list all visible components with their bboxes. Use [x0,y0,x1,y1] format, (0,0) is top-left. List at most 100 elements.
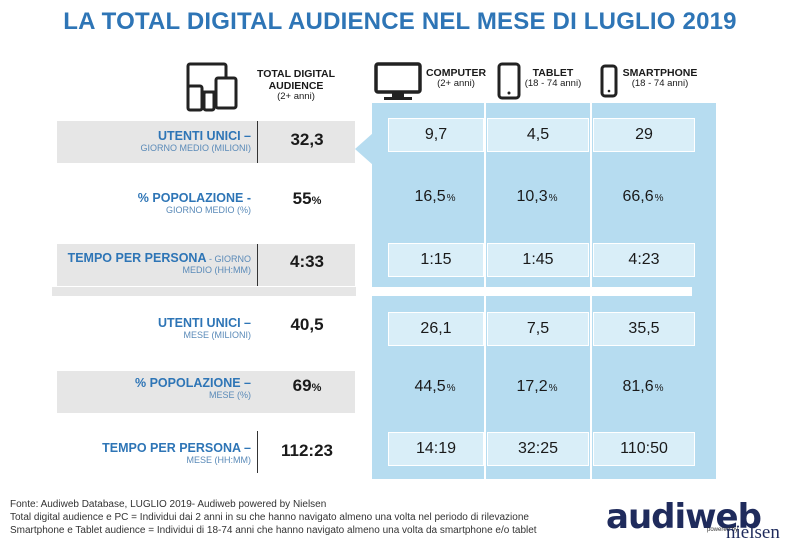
value-number: 10,3 [516,188,548,205]
value-number: 1:15 [420,251,452,268]
value-number: 14:19 [415,440,457,457]
value-unit: % [548,383,558,394]
computer-value: 14:19 [388,432,484,466]
row-label-monthly-users: UTENTI UNICI – MESE (MILIONI) [57,316,251,341]
row-background [57,121,355,163]
footer-source: Fonte: Audiweb Database, LUGLIO 2019- Au… [10,499,327,510]
row-label-monthly-time: TEMPO PER PERSONA – MESE (HH:MM) [57,441,251,466]
value-number: 1:45 [522,251,554,268]
total-number: 69 [292,376,312,395]
smartphone-value: 81,6% [593,371,693,403]
header-total-line2: AUDIENCE [268,80,324,93]
total-number: 4:33 [289,252,325,271]
total-value: 112:23 [262,441,352,461]
value-number: 66,6 [622,188,654,205]
value-number: 4,5 [526,126,550,143]
value-number: 35,5 [628,320,660,337]
footer-note: Total digital audience e PC = Individui … [10,512,529,523]
value-unit: % [548,193,558,204]
value-number: 26,1 [420,320,452,337]
total-number: 55 [292,189,312,208]
row-subtitle: MEDIO (HH:MM) [182,265,252,276]
row-title: % POPOLAZIONE – [135,376,251,390]
total-unit: % [311,195,322,207]
smartphone-value: 35,5 [593,312,695,346]
logo-audiweb-text: audiweb [606,497,762,537]
row-label-daily-time: TEMPO PER PERSONA - GIORNO MEDIO (HH:MM) [57,251,251,276]
row-label-monthly-population: % POPOLAZIONE – MESE (%) [57,376,251,401]
section-separator [356,287,692,296]
total-number: 40,5 [290,315,324,334]
smartphone-value: 29 [593,118,695,152]
row-title: TEMPO PER PERSONA – [102,441,251,455]
value-number: 4:23 [628,251,660,268]
row-title: UTENTI UNICI – [157,316,251,330]
total-value: 69% [262,376,352,396]
computer-value: 26,1 [388,312,484,346]
header-smartphone-sub: (18 - 74 anni) [631,78,689,90]
row-subtitle: MESE (MILIONI) [183,330,251,341]
header-smartphone-label: SMARTPHONE [622,67,698,79]
header-tablet-label: TABLET [532,67,574,79]
value-number: 29 [635,126,653,143]
value-number: 9,7 [424,126,448,143]
value-number: 7,5 [526,320,550,337]
panel-pointer [355,133,373,165]
computer-value: 9,7 [388,118,484,152]
row-title: UTENTI UNICI – [157,129,251,143]
footer-notes: Fonte: Audiweb Database, LUGLIO 2019- Au… [10,498,610,537]
value-unit: % [446,193,456,204]
tablet-value: 1:45 [487,243,589,277]
value-unit: % [446,383,456,394]
header-computer-label: COMPUTER [425,67,487,79]
tablet-value: 32:25 [487,432,589,466]
value-number: 17,2 [516,378,548,395]
header-total-sub: (2+ anni) [277,91,315,103]
tablet-value: 4,5 [487,118,589,152]
row-label-daily-users: UTENTI UNICI – GIORNO MEDIO (MILIONI) [57,129,251,154]
value-number: 32:25 [517,440,559,457]
value-unit: % [654,383,664,394]
total-value: 40,5 [262,315,352,335]
row-title-inline: - GIORNO [206,254,251,264]
header-total-line1: TOTAL DIGITAL [257,68,335,80]
tablet-value: 7,5 [487,312,589,346]
row-subtitle: GIORNO MEDIO (MILIONI) [140,143,251,154]
row-background [57,244,355,286]
total-value: 55% [262,189,352,209]
total-unit: % [311,382,322,394]
row-divider [257,431,258,473]
section-separator-left [52,287,356,296]
row-label-daily-population: % POPOLAZIONE - GIORNO MEDIO (%) [57,191,251,216]
value-number: 44,5 [414,378,446,395]
smartphone-icon [600,64,618,98]
header-tablet-sub: (18 - 74 anni) [524,78,582,90]
logo-nielsen-text: nielsen [726,522,780,543]
row-background [57,371,355,413]
row-divider [257,244,258,286]
tablet-icon [497,62,521,100]
row-subtitle: GIORNO MEDIO (%) [166,205,251,216]
value-number: 110:50 [620,440,668,457]
footer-note: Smartphone e Tablet audience = Individui… [10,525,537,536]
header-smartphone: SMARTPHONE (18 - 74 anni) [620,67,700,90]
row-divider [257,121,258,163]
page-title: LA TOTAL DIGITAL AUDIENCE NEL MESE DI LU… [63,8,737,35]
row-subtitle: MESE (HH:MM) [186,455,252,466]
row-title-main: TEMPO PER PERSONA [67,251,207,265]
header-computer: COMPUTER (2+ anni) [424,67,488,90]
header-tablet: TABLET (18 - 74 anni) [522,67,584,90]
total-value: 4:33 [262,252,352,272]
computer-value: 16,5% [388,181,482,213]
smartphone-value: 110:50 [593,432,695,466]
computer-value: 44,5% [388,371,482,403]
row-title: % POPOLAZIONE - [137,191,251,205]
value-number: 81,6 [622,378,654,395]
header-computer-sub: (2+ anni) [437,78,475,90]
smartphone-value: 4:23 [593,243,695,277]
value-number: 16,5 [414,188,446,205]
computer-value: 1:15 [388,243,484,277]
total-number: 32,3 [290,130,324,149]
logo-powered-text: powered by [707,527,739,533]
row-subtitle: MESE (%) [208,390,251,401]
